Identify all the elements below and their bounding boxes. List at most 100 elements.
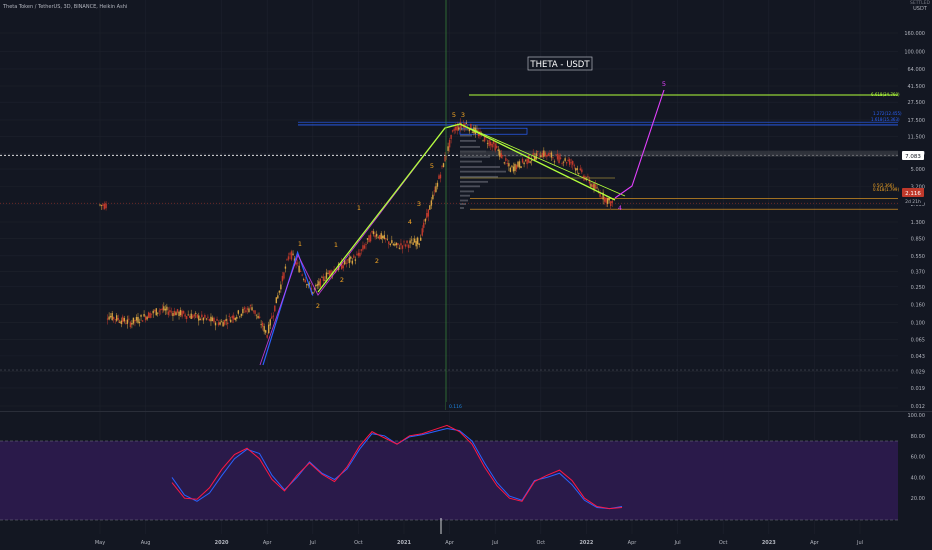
price-tag-last: 2.116	[902, 188, 924, 197]
elliott-wave-lines	[259, 89, 665, 366]
candle-body	[246, 308, 249, 310]
candle-body	[385, 238, 387, 239]
candle-body	[254, 310, 256, 314]
candle-body	[154, 310, 156, 312]
fib-label-target: 6.618(34.760)	[871, 92, 900, 97]
candle-body	[208, 318, 211, 321]
price-tick-label: 100.000	[904, 49, 925, 55]
candle-body	[290, 251, 293, 260]
candle-body	[164, 308, 167, 311]
candle-body	[150, 313, 153, 315]
volume-profile-bar	[460, 175, 498, 178]
candle-body	[502, 155, 504, 156]
candle-body	[362, 245, 364, 250]
candle-body	[132, 317, 135, 324]
candle-body	[188, 316, 191, 318]
candle-body	[179, 310, 182, 316]
vertical-marker-label: 0.116	[449, 404, 462, 410]
svg-text:2d 21h: 2d 21h	[905, 199, 921, 205]
volume-profile-bar	[460, 185, 480, 188]
candle-body	[264, 330, 267, 333]
time-tick-label: Jul	[856, 540, 863, 546]
candle-body	[436, 182, 439, 187]
wave-blue-leg	[262, 250, 314, 366]
wave-label: 5	[662, 80, 666, 88]
candle-body	[318, 281, 320, 286]
volume-profile-bar	[460, 160, 482, 163]
stochastic-axis[interactable]: 100.00 80.00 60.00 40.00 20.00	[908, 413, 926, 502]
stochastic-lines	[171, 424, 623, 510]
wave-label: 2	[340, 276, 344, 284]
candle-body	[591, 184, 594, 188]
candle-body	[202, 317, 205, 321]
wave-label: 1	[357, 204, 361, 212]
wave-projection	[614, 89, 665, 199]
candle-body	[214, 322, 217, 326]
candle-body	[330, 270, 332, 277]
price-candles	[99, 118, 613, 339]
time-tick-label: Oct	[719, 540, 728, 546]
candle-body	[570, 162, 572, 164]
candle-body	[602, 192, 604, 200]
fib-levels	[0, 94, 898, 371]
candle-body	[603, 196, 606, 202]
price-tick-label: 0.043	[911, 354, 925, 360]
candle-body	[511, 165, 513, 167]
wave-label: 5	[430, 162, 434, 170]
candle-body	[173, 310, 176, 316]
candle-body	[382, 236, 384, 239]
candle-body	[517, 161, 519, 167]
time-axis[interactable]: May Aug 2020 Apr Jul Oct 2021 Apr Jul Oct 2022 Apr J…	[95, 540, 863, 546]
candle-body	[518, 161, 521, 168]
candle-body	[394, 244, 396, 246]
candle-body	[537, 150, 539, 152]
stoch-d-line	[171, 424, 623, 510]
candle-body	[312, 291, 314, 295]
candle-body	[137, 316, 139, 323]
candle-body	[292, 253, 294, 255]
wave-label: 3	[461, 111, 465, 119]
time-tick-label: Jul	[491, 540, 498, 546]
candle-body	[289, 253, 291, 255]
candle-body	[360, 249, 363, 251]
candle-body	[342, 265, 344, 269]
volume-profile-bar	[460, 194, 470, 197]
candle-body	[299, 271, 302, 272]
candle-body	[374, 235, 376, 238]
candle-body	[281, 275, 284, 282]
candle-body	[263, 326, 265, 332]
time-tick-label: 2021	[397, 540, 411, 546]
candle-body	[123, 318, 126, 322]
price-tick-label: 5.000	[911, 167, 925, 173]
candle-body	[301, 274, 303, 276]
candle-body	[605, 197, 607, 203]
candle-body	[476, 129, 478, 131]
candle-body	[401, 245, 404, 249]
candle-body	[243, 307, 246, 310]
candle-body	[223, 320, 226, 325]
candle-body	[249, 305, 252, 307]
volume-profile-bar	[460, 166, 500, 168]
price-tick-label: 0.370	[911, 269, 925, 275]
volume-profile-bar	[460, 180, 488, 183]
candle-body	[432, 194, 434, 200]
candle-body	[532, 153, 534, 156]
candle-body	[236, 316, 238, 319]
candle-body	[160, 309, 162, 311]
candle-body	[293, 258, 296, 262]
candle-body	[103, 203, 106, 209]
candle-body	[404, 244, 407, 247]
candle-body	[333, 269, 335, 271]
candle-body	[579, 168, 582, 171]
price-tick-label: 3.200	[911, 185, 925, 191]
candle-body	[114, 319, 116, 321]
candle-body	[155, 308, 157, 316]
candle-body	[576, 168, 578, 170]
candle-body	[198, 315, 200, 321]
candle-body	[459, 122, 461, 129]
candle-body	[547, 153, 550, 156]
candle-body	[128, 318, 130, 320]
candle-body	[562, 161, 565, 163]
